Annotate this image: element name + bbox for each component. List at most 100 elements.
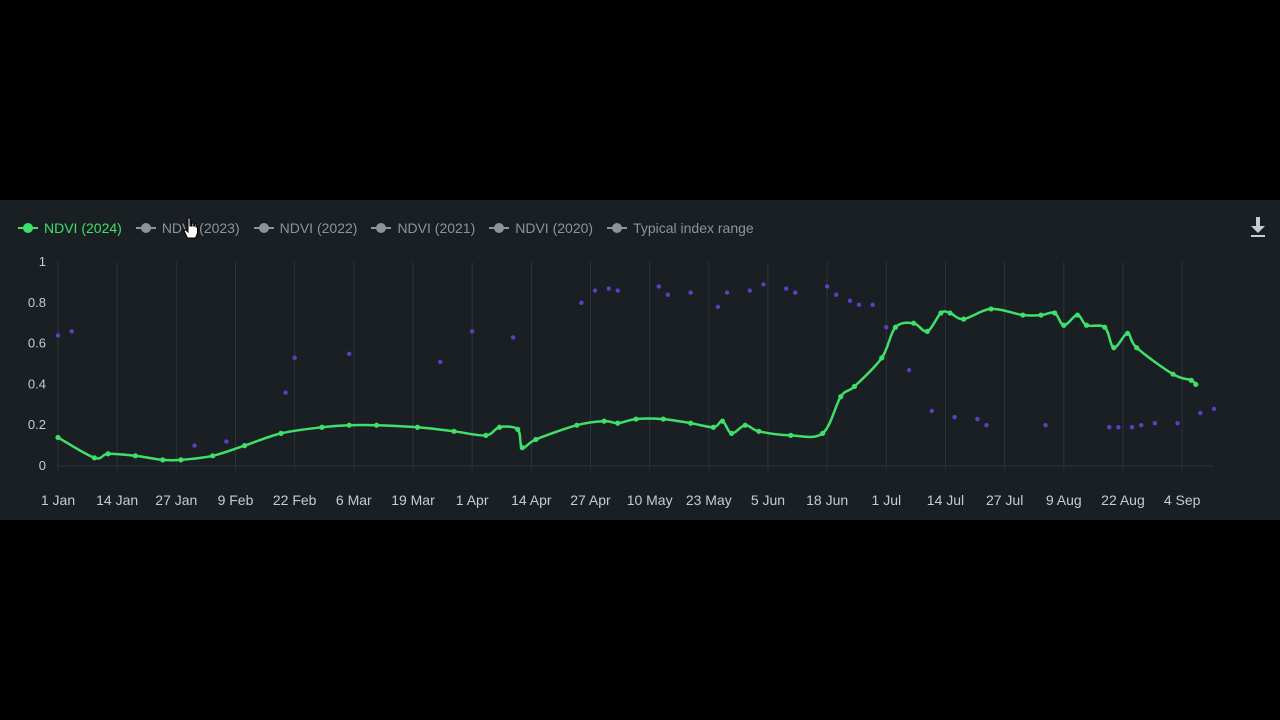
legend-item[interactable]: Typical index range xyxy=(607,220,754,236)
ndvi-2023-point xyxy=(952,414,957,420)
ndvi-2024-point xyxy=(688,420,694,426)
ndvi-2024-point xyxy=(911,320,917,326)
ndvi-2023-point xyxy=(793,290,798,295)
ndvi-2023-point xyxy=(1175,420,1180,426)
ndvi-2024-point xyxy=(1020,312,1026,318)
x-tick-label: 6 Mar xyxy=(336,492,372,508)
y-tick-label: 0.6 xyxy=(28,336,46,351)
y-tick-label: 1 xyxy=(39,254,46,269)
ndvi-2024-point xyxy=(1083,322,1090,328)
legend-label: Typical index range xyxy=(633,220,754,236)
ndvi-2024-point xyxy=(742,422,748,428)
ndvi-2023-point xyxy=(1211,406,1217,412)
x-tick-label: 1 Jul xyxy=(872,492,902,508)
ndvi-2024-point xyxy=(756,428,762,434)
x-tick-label: 4 Sep xyxy=(1164,492,1201,508)
ndvi-2023-point xyxy=(884,325,889,330)
legend-item[interactable]: NDVI (2021) xyxy=(371,220,475,236)
ndvi-2024-point xyxy=(132,453,138,459)
ndvi-2024-point xyxy=(660,416,666,422)
ndvi-2023-point xyxy=(69,329,74,334)
ndvi-2024-point xyxy=(496,424,503,430)
chart-panel: NDVI (2024) NDVI (2023) NDVI (2022) NDVI (2… xyxy=(0,200,1280,520)
x-tick-label: 22 Aug xyxy=(1101,492,1145,508)
ndvi-2024-point xyxy=(278,430,284,436)
ndvi-2024-point xyxy=(615,420,621,426)
ndvi-2024-point xyxy=(961,316,967,322)
ndvi-2024-point xyxy=(633,416,639,422)
x-tick-label: 27 Apr xyxy=(570,492,611,508)
legend-marker-icon xyxy=(371,222,392,234)
ndvi-2023-point xyxy=(824,284,830,289)
legend-label: NDVI (2023) xyxy=(161,220,240,236)
ndvi-2024-point xyxy=(719,418,726,424)
ndvi-2024-point xyxy=(373,422,380,428)
ndvi-2024-point xyxy=(892,324,899,330)
ndvi-2023-point xyxy=(783,286,789,291)
ndvi-2024-point xyxy=(1124,330,1131,336)
ndvi-2024-point xyxy=(879,355,885,361)
ndvi-2024-point xyxy=(710,424,716,430)
ndvi-2024-point xyxy=(838,394,844,400)
legend-item[interactable]: NDVI (2020) xyxy=(489,220,593,236)
ndvi-2024-line xyxy=(57,307,1197,462)
ndvi-2023-point xyxy=(724,290,730,295)
ndvi-2024-point xyxy=(178,457,184,463)
ndvi-2023-point xyxy=(847,298,853,303)
x-tick-label: 18 Jun xyxy=(806,492,848,508)
legend-item[interactable]: NDVI (2023) xyxy=(135,220,240,236)
chart-legend: NDVI (2024) NDVI (2023) NDVI (2022) NDVI (2… xyxy=(18,216,754,240)
legend-item[interactable]: NDVI (2024) xyxy=(18,220,122,236)
ndvi-2023-point xyxy=(192,443,197,448)
ndvi-2023-point xyxy=(747,288,752,293)
ndvi-2023-point xyxy=(906,367,912,373)
ndvi-2024-point xyxy=(1102,324,1108,330)
legend-item[interactable]: NDVI (2022) xyxy=(253,220,358,236)
y-tick-label: 0.2 xyxy=(28,417,46,432)
ndvi-2023-point xyxy=(834,292,839,297)
ndvi-2023-point xyxy=(469,329,475,334)
ndvi-2024-point xyxy=(601,418,607,424)
ndvi-2023-point xyxy=(1138,423,1144,428)
ndvi-2023-point xyxy=(606,286,611,291)
ndvi-2023-point xyxy=(224,439,229,444)
ndvi-2023-point xyxy=(665,292,671,297)
ndvi-2023-point xyxy=(715,304,721,310)
ndvi-2024-point xyxy=(788,432,794,438)
legend-label: NDVI (2021) xyxy=(397,220,476,236)
legend-label: NDVI (2022) xyxy=(279,220,358,236)
x-tick-label: 5 Jun xyxy=(751,492,785,508)
ndvi-2024-point xyxy=(91,455,98,461)
ndvi-2023-point xyxy=(579,300,584,305)
ndvi-2023-point xyxy=(856,302,862,308)
legend-marker-icon xyxy=(18,222,38,234)
ndvi-2023-point xyxy=(1198,410,1203,416)
ndvi-chart: 0 0.2 0.4 0.6 0.8 1 1 Jan 14 Jan 27 Jan 9 Feb 22 F… xyxy=(28,254,1217,508)
ndvi-2023-point xyxy=(510,335,516,340)
x-tick-label: 10 May xyxy=(627,492,673,508)
ndvi-2024-point xyxy=(947,310,953,316)
ndvi-2024-point xyxy=(210,453,216,459)
legend-label: NDVI (2024) xyxy=(44,220,122,236)
x-tick-label: 9 Feb xyxy=(218,492,254,508)
ndvi-2023-point xyxy=(870,302,875,308)
ndvi-2023-point xyxy=(656,284,661,289)
ndvi-2023-point xyxy=(592,288,598,293)
ndvi-2024-point xyxy=(988,306,994,312)
download-icon[interactable] xyxy=(1248,216,1268,238)
ndvi-2024-point xyxy=(819,430,826,436)
ndvi-2024-point xyxy=(346,422,352,428)
x-tick-label: 1 Jan xyxy=(41,492,75,508)
legend-label: NDVI (2020) xyxy=(515,220,594,236)
y-tick-label: 0.8 xyxy=(28,295,46,310)
ndvi-2024-point xyxy=(105,451,111,457)
ndvi-2024-point xyxy=(1038,312,1044,318)
ndvi-2023-point xyxy=(1043,423,1048,428)
ndvi-2024-point xyxy=(55,434,61,441)
ndvi-2023-point xyxy=(347,351,352,356)
x-tick-label: 27 Jan xyxy=(155,492,197,508)
ndvi-2023-point xyxy=(283,390,288,395)
ndvi-2024-point xyxy=(533,436,539,443)
ndvi-2023-point xyxy=(615,288,620,293)
x-tick-label: 14 Apr xyxy=(511,492,552,508)
